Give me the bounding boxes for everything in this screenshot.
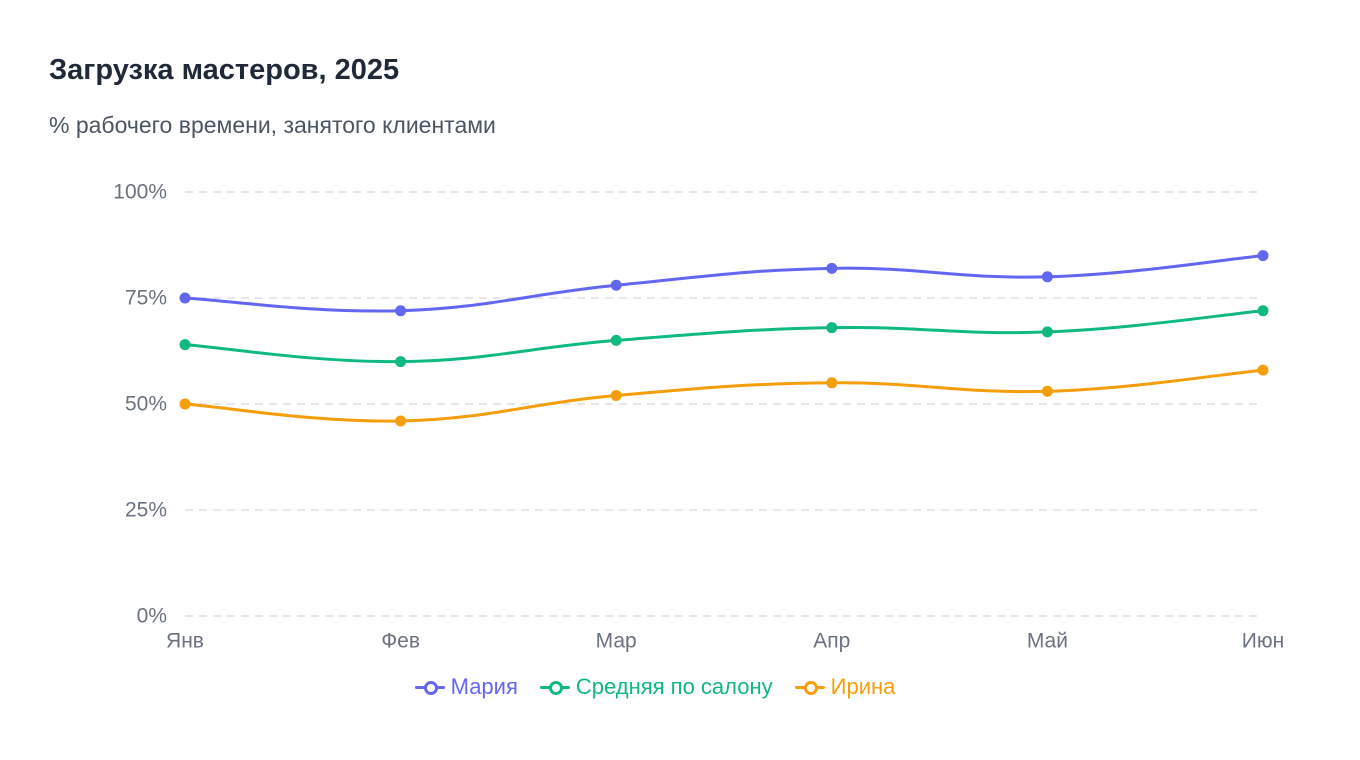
data-point[interactable] <box>610 334 622 346</box>
data-point[interactable] <box>826 377 838 389</box>
y-tick-label: 50% <box>125 393 167 416</box>
data-point[interactable] <box>1041 271 1053 283</box>
legend-item[interactable]: Ирина <box>794 674 896 700</box>
chart-title: Загрузка мастеров, 2025 <box>49 54 400 86</box>
x-tick-label: Фев <box>381 630 420 653</box>
series-3 <box>179 364 1269 427</box>
data-point[interactable] <box>395 415 407 427</box>
series-line <box>183 309 1265 364</box>
legend-marker-icon <box>794 680 825 695</box>
legend-item[interactable]: Средняя по салону <box>539 674 773 700</box>
data-point[interactable] <box>826 322 838 334</box>
data-point[interactable] <box>1041 326 1053 338</box>
data-point[interactable] <box>179 339 191 351</box>
data-point[interactable] <box>826 262 838 274</box>
data-point[interactable] <box>179 292 191 304</box>
legend-marker-icon <box>414 680 445 695</box>
legend-label: Мария <box>450 674 518 699</box>
legend-marker-icon <box>539 680 570 695</box>
x-tick-label: Июн <box>1242 630 1284 653</box>
x-tick-label: Янв <box>166 630 204 653</box>
x-axis-ticks: Янв Фев Мар Апр Май Июн <box>166 630 1284 653</box>
legend-label: Средняя по салону <box>575 674 773 699</box>
data-point[interactable] <box>395 356 407 368</box>
data-point[interactable] <box>610 279 622 291</box>
y-tick-label: 75% <box>125 287 167 310</box>
series-line <box>183 368 1265 423</box>
y-tick-label: 100% <box>113 181 167 204</box>
data-point[interactable] <box>1257 364 1269 376</box>
y-tick-label: 25% <box>125 499 167 522</box>
series-lines <box>179 250 1269 427</box>
data-point[interactable] <box>610 390 622 402</box>
series-2 <box>179 305 1269 368</box>
data-point[interactable] <box>1257 250 1269 262</box>
legend-item[interactable]: Мария <box>414 674 518 700</box>
x-tick-label: Мар <box>596 630 637 653</box>
data-point[interactable] <box>395 305 407 317</box>
series-line <box>183 254 1265 313</box>
chart-subtitle: % рабочего времени, занятого клиентами <box>49 112 496 138</box>
series-1 <box>179 250 1269 317</box>
chart-legend: Мария Средняя по салону Ирина <box>0 674 1310 700</box>
y-tick-label: 0% <box>137 605 167 628</box>
x-tick-label: Апр <box>813 630 850 653</box>
y-axis-ticks: 0% 25% 50% 75% 100% <box>113 181 167 628</box>
legend-label: Ирина <box>830 674 896 699</box>
x-tick-label: Май <box>1027 630 1068 653</box>
data-point[interactable] <box>1257 305 1269 317</box>
grid-lines <box>185 191 1258 617</box>
data-point[interactable] <box>179 398 191 410</box>
data-point[interactable] <box>1041 385 1053 397</box>
